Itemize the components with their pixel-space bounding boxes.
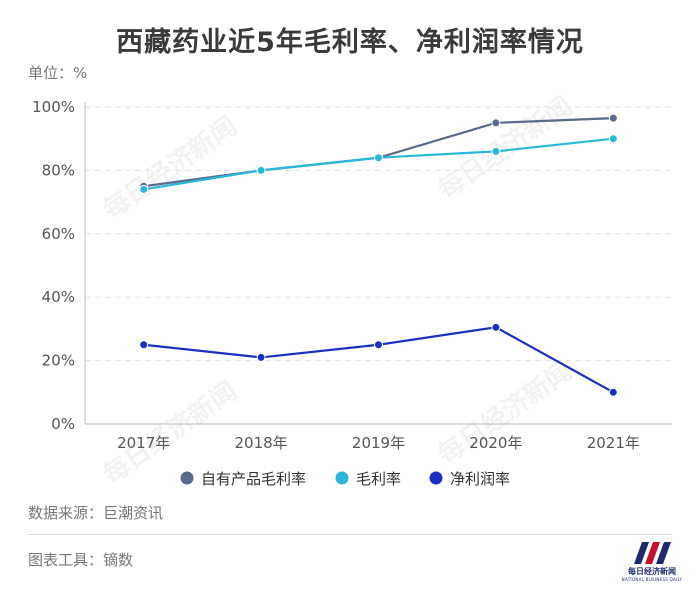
legend-label: 毛利率 xyxy=(356,470,401,488)
x-tick-label: 2017年 xyxy=(117,434,170,452)
grid-lines xyxy=(85,106,672,362)
y-tick-label: 20% xyxy=(42,352,75,370)
x-tick-label: 2019年 xyxy=(352,434,405,452)
x-tick-label: 2021年 xyxy=(587,434,640,452)
data-point xyxy=(139,340,149,350)
series-layer xyxy=(139,113,618,397)
y-tick-label: 0% xyxy=(51,415,75,433)
y-tick-label: 40% xyxy=(42,288,75,306)
data-point xyxy=(491,118,501,128)
brand-logo-subtext: NATIONAL BUSINESS DAILY xyxy=(621,577,683,582)
data-point xyxy=(139,184,149,194)
legend-label: 自有产品毛利率 xyxy=(201,470,306,488)
watermark: 每日经济新闻 xyxy=(432,91,578,206)
legend-marker xyxy=(429,471,443,485)
data-point xyxy=(256,352,266,362)
legend: 自有产品毛利率 毛利率 净利润率 xyxy=(180,470,510,488)
x-tick-labels: 2017年 2018年 2019年 2020年 2021年 xyxy=(117,434,640,452)
unit-label: 单位：% xyxy=(28,64,88,82)
legend-label: 净利润率 xyxy=(450,470,510,488)
legend-marker xyxy=(335,471,349,485)
x-tick-label: 2020年 xyxy=(469,434,522,452)
data-point xyxy=(374,340,383,350)
x-tick-label: 2018年 xyxy=(235,434,288,452)
tool-note: 图表工具：镝数 xyxy=(28,551,134,569)
chart-title: 西藏药业近5年毛利率、净利润率情况 xyxy=(116,27,584,58)
y-tick-label: 60% xyxy=(42,225,75,243)
watermark: 每日经济新闻 xyxy=(97,111,243,226)
data-point xyxy=(256,165,266,175)
footer-divider xyxy=(28,534,672,535)
brand-logo-text: 每日经济新闻 xyxy=(628,567,676,576)
watermark: 每日经济新闻 xyxy=(432,356,578,471)
y-tick-labels: 0% 20% 40% 60% 80% 100% xyxy=(32,98,75,433)
y-tick-label: 100% xyxy=(32,98,75,116)
data-point xyxy=(608,113,618,123)
brand-logo-icon xyxy=(634,542,671,564)
legend-marker xyxy=(180,471,194,485)
data-point xyxy=(491,146,501,156)
brand-logo: 每日经济新闻 NATIONAL BUSINESS DAILY xyxy=(618,538,686,586)
data-point xyxy=(491,322,501,332)
data-point xyxy=(608,387,618,397)
axes xyxy=(84,102,672,425)
data-point xyxy=(608,134,618,144)
y-tick-label: 80% xyxy=(42,161,75,179)
source-note: 数据来源：巨潮资讯 xyxy=(28,504,164,522)
data-point xyxy=(374,153,383,163)
